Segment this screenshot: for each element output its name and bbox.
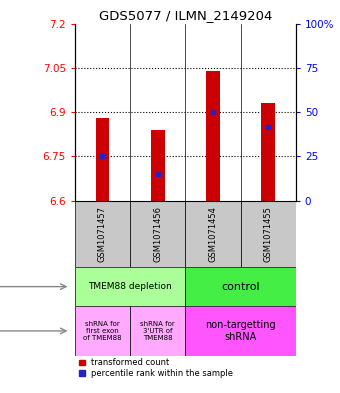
Text: shRNA for
first exon
of TMEM88: shRNA for first exon of TMEM88 (83, 321, 122, 341)
Bar (206, 71, 220, 201)
Bar (96, 118, 109, 201)
Bar (151, 130, 165, 201)
FancyBboxPatch shape (130, 306, 185, 356)
Text: GSM1071457: GSM1071457 (98, 206, 107, 262)
FancyBboxPatch shape (75, 201, 130, 267)
Text: GSM1071454: GSM1071454 (208, 206, 217, 262)
FancyBboxPatch shape (185, 201, 241, 267)
FancyBboxPatch shape (130, 201, 185, 267)
Text: control: control (221, 282, 260, 292)
Text: TMEM88 depletion: TMEM88 depletion (88, 282, 172, 291)
FancyBboxPatch shape (75, 306, 130, 356)
Legend: transformed count, percentile rank within the sample: transformed count, percentile rank withi… (79, 358, 234, 378)
Text: non-targetting
shRNA: non-targetting shRNA (205, 320, 276, 342)
FancyBboxPatch shape (75, 267, 185, 306)
FancyBboxPatch shape (241, 201, 296, 267)
Text: GSM1071455: GSM1071455 (264, 206, 273, 262)
FancyBboxPatch shape (185, 267, 296, 306)
Bar (261, 103, 275, 201)
FancyBboxPatch shape (185, 306, 296, 356)
Text: GSM1071456: GSM1071456 (153, 206, 162, 262)
Text: shRNA for
3'UTR of
TMEM88: shRNA for 3'UTR of TMEM88 (140, 321, 175, 341)
Title: GDS5077 / ILMN_2149204: GDS5077 / ILMN_2149204 (99, 9, 272, 22)
